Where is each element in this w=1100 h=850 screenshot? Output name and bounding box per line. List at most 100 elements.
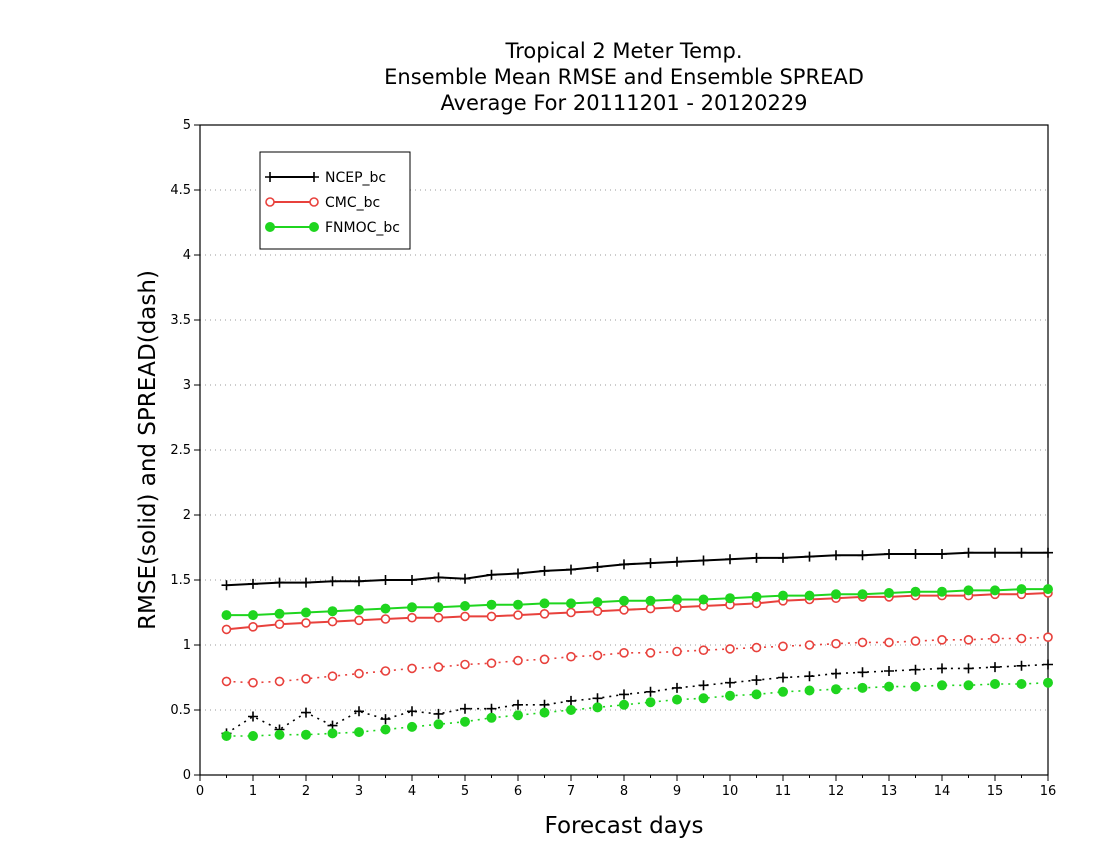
x-tick-label: 5 [461,784,469,799]
cmc-bc-spread-point [857,637,868,648]
legend: NCEP_bc CMC_bc FNMOC_bc [259,151,411,250]
ncep-bc-rmse-point [645,558,656,569]
y-tick-label: 1 [183,638,191,653]
legend-item-ncep-bc: NCEP_bc [265,170,386,186]
title-line-2: Ensemble Mean RMSE and Ensemble SPREAD [384,65,864,89]
fnmoc-bc-rmse-point [433,602,444,613]
cmc-bc-spread-point [1016,633,1027,644]
legend-item-fnmoc-bc: FNMOC_bc [265,220,400,236]
fnmoc-bc-spread-point [910,681,921,692]
ncep-bc-spread-point [486,703,497,714]
fnmoc-bc-spread-point [566,705,576,715]
x-tick-label: 16 [1040,784,1057,799]
ncep-bc-rmse-point [407,575,417,585]
cmc-bc-rmse-point [354,615,364,626]
y-tick-label: 0.5 [170,703,191,718]
fnmoc-bc-spread-point [963,680,974,691]
cmc-bc-spread-point [486,658,497,669]
fnmoc-bc-spread-point [1043,677,1053,688]
fnmoc-bc-spread-line [226,681,1049,737]
cmc-bc-spread-point [751,642,762,653]
ncep-bc-spread-point [910,664,921,675]
ncep-bc-spread-line [226,663,1049,735]
cmc-bc-spread-point [672,646,682,657]
cmc-bc-spread-point [778,641,788,652]
fnmoc-bc-rmse-point [698,594,709,605]
ncep-bc-spread-point [937,663,947,674]
y-tick-label: 1.5 [170,573,191,588]
series-cmc-bc [221,588,1053,688]
series-ncep-bc [221,547,1053,739]
fnmoc-bc-spread-point [327,728,338,739]
ncep-bc-rmse-point [433,572,444,583]
ncep-bc-spread-point [380,714,391,725]
ncep-bc-spread-point [460,703,470,714]
fnmoc-bc-spread-point [248,731,258,741]
fnmoc-bc-rmse-point [301,607,311,618]
cmc-bc-spread-point [725,644,735,654]
fnmoc-bc-spread-point [274,729,285,740]
fnmoc-bc-rmse-point [407,602,417,613]
ncep-bc-spread-point [990,662,1000,673]
cmc-bc-rmse-point [592,606,603,617]
x-tick-label: 7 [567,784,575,799]
ncep-bc-spread-point [645,686,656,697]
x-tick-label: 10 [722,784,739,799]
cmc-bc-spread-point [433,662,444,672]
ncep-bc-spread-point [592,693,603,704]
fnmoc-bc-spread-point [672,694,682,705]
cmc-bc-rmse-point [486,611,497,622]
x-tick-label: 2 [302,784,310,799]
cmc-bc-rmse-point [274,619,285,630]
legend-box [259,151,411,250]
ncep-bc-spread-point [698,680,709,691]
legend-label: CMC_bc [325,195,380,211]
legend-item-cmc-bc: CMC_bc [265,195,380,211]
x-tick-label: 8 [620,784,628,799]
ncep-bc-rmse-point [380,575,391,585]
x-tick-label: 12 [828,784,845,799]
x-tick-label: 14 [934,784,951,799]
cmc-bc-rmse-point [327,616,338,627]
ncep-bc-rmse-point [539,565,550,576]
fnmoc-bc-spread-point [645,697,656,708]
fnmoc-bc-rmse-point [486,599,497,610]
y-tick-label: 3.5 [170,313,191,328]
ncep-bc-rmse-point [327,576,338,587]
ncep-bc-rmse-point [857,550,868,561]
x-axis: 0 1 2 3 4 5 6 7 8 9 10 11 12 13 14 15 16 [196,775,1056,799]
cmc-bc-rmse-point [407,612,417,623]
series-layer [221,547,1053,741]
fnmoc-bc-spread-point [725,690,735,701]
cmc-bc-spread-point [1043,632,1053,643]
fnmoc-bc-rmse-point [884,588,894,598]
fnmoc-bc-rmse-point [592,597,603,608]
ncep-bc-spread-point [1016,660,1027,671]
title-line-1: Tropical 2 Meter Temp. [504,39,742,63]
cmc-bc-rmse-point [380,614,391,624]
legend-swatch-marker [309,222,319,232]
fnmoc-bc-rmse-point [725,593,735,604]
ncep-bc-rmse-point [354,576,364,587]
fnmoc-bc-spread-point [831,684,841,695]
y-tick-label: 2.5 [170,443,191,458]
ncep-bc-rmse-point [751,552,762,563]
y-tick-label: 4.5 [170,183,191,198]
ncep-bc-rmse-point [592,562,603,572]
ncep-bc-rmse-point [221,580,232,591]
fnmoc-bc-spread-point [857,682,868,693]
ncep-bc-rmse-point [486,569,497,580]
legend-swatch-marker [265,222,275,232]
fnmoc-bc-rmse-point [539,598,550,609]
fnmoc-bc-spread-point [486,712,497,723]
fnmoc-bc-rmse-point [248,610,258,621]
cmc-bc-spread-point [354,668,364,679]
ncep-bc-spread-point [619,689,629,700]
cmc-bc-rmse-point [619,605,629,615]
legend-swatch-marker [309,197,319,207]
fnmoc-bc-spread-point [804,685,815,696]
ncep-bc-spread-point [248,711,258,722]
legend-swatch-marker [309,172,319,182]
fnmoc-bc-rmse-line [226,588,1048,617]
